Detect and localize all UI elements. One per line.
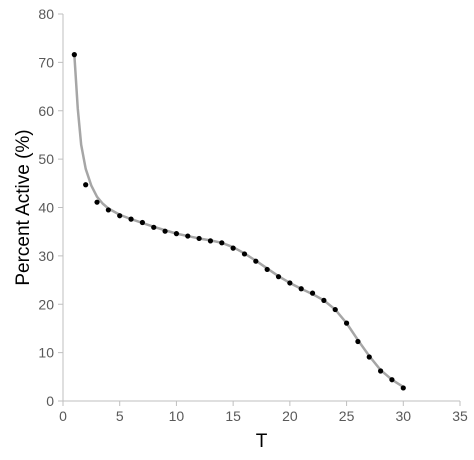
data-point [196,235,202,242]
data-point [185,233,191,239]
data-point [230,245,236,251]
y-tick-label: 20 [38,296,54,312]
data-point [128,216,134,222]
x-tick-label: 25 [339,408,355,424]
data-point [355,338,361,345]
data-point [219,240,225,246]
data-point [378,368,384,374]
data-point [321,297,327,303]
data-point [71,52,77,58]
data-point [400,385,406,391]
x-tick-label: 15 [225,408,241,424]
data-point [139,219,145,226]
fit-line-layer [73,53,405,389]
data-point [287,280,293,286]
x-tick-label: 35 [452,408,468,424]
x-tick-label: 5 [116,408,124,424]
data-point [253,258,259,264]
x-axis-title: T [256,431,268,452]
fit-line [73,53,405,389]
data-point [207,238,214,244]
data-points [71,52,406,391]
y-tick-label: 70 [38,54,54,70]
data-point [309,290,316,296]
y-tick-label: 0 [46,393,54,409]
data-point [332,306,338,313]
x-tick-label: 0 [59,408,67,424]
data-point [264,266,270,273]
tick-labels: 0 5 10 15 20 25 30 35 0 10 20 30 40 50 60 70 80 [38,6,468,424]
y-tick-label: 60 [38,103,54,119]
data-point [366,354,372,360]
y-tick-label: 10 [38,345,54,361]
data-point [275,274,282,280]
data-point [162,228,168,234]
y-tick-label: 40 [38,200,54,216]
y-tick-label: 30 [38,248,54,264]
data-point [389,377,395,383]
data-point [298,286,304,292]
data-point [241,251,248,257]
y-tick-label: 50 [38,151,54,167]
data-point [117,213,123,219]
data-point [83,182,89,188]
data-point [94,199,100,205]
axes [58,13,461,406]
y-tick-label: 80 [38,6,54,22]
x-tick-label: 30 [395,408,411,424]
data-point [173,231,180,237]
data-point [105,207,111,213]
y-axis-title: Percent Active (%) [13,129,34,285]
data-point [151,224,157,230]
x-tick-label: 10 [169,408,185,424]
x-tick-label: 20 [282,408,298,424]
data-point [343,320,350,326]
